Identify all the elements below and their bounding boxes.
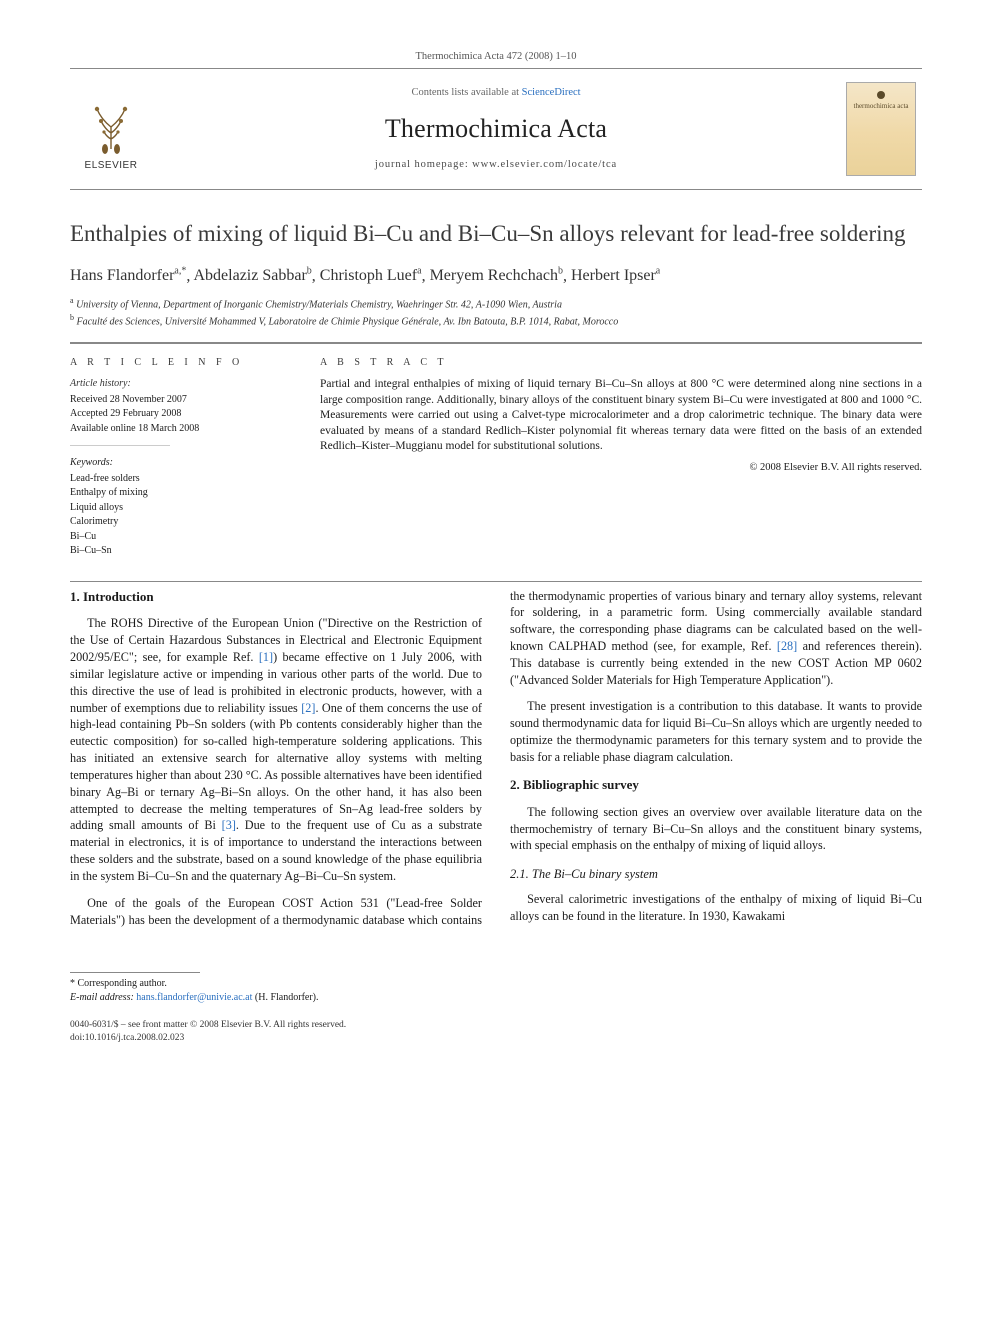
ref-link[interactable]: [28] <box>777 639 797 653</box>
elsevier-tree-icon <box>83 99 139 155</box>
keyword: Lead-free solders <box>70 472 290 486</box>
subrule <box>70 445 170 446</box>
email-suffix: (H. Flandorfer). <box>252 992 318 1003</box>
thumb-dot-icon <box>877 91 885 99</box>
author: Hans Flandorfera,* <box>70 267 186 284</box>
ref-link[interactable]: [2] <box>301 701 315 715</box>
received-date: Received 28 November 2007 <box>70 393 290 407</box>
article-history-label: Article history: <box>70 377 290 391</box>
keyword: Calorimetry <box>70 515 290 529</box>
paragraph: Several calorimetric investigations of t… <box>510 891 922 925</box>
section-heading-2: 2. Bibliographic survey <box>510 776 922 794</box>
journal-name: Thermochimica Acta <box>146 111 846 146</box>
strip-center: Contents lists available at ScienceDirec… <box>146 86 846 171</box>
email-label: E-mail address: <box>70 992 136 1003</box>
paragraph: The following section gives an overview … <box>510 804 922 854</box>
keyword: Bi–Cu–Sn <box>70 544 290 558</box>
authors-line: Hans Flandorfera,*, Abdelaziz Sabbarb, C… <box>70 265 922 287</box>
elsevier-logo: ELSEVIER <box>76 86 146 172</box>
section-heading-1: 1. Introduction <box>70 588 482 606</box>
email-line: E-mail address: hans.flandorfer@univie.a… <box>70 991 922 1005</box>
paragraph: The ROHS Directive of the European Union… <box>70 615 482 884</box>
abstract-column: A B S T R A C T Partial and integral ent… <box>320 356 922 559</box>
front-matter-line: 0040-6031/$ – see front matter © 2008 El… <box>70 1019 922 1032</box>
journal-strip: ELSEVIER Contents lists available at Sci… <box>70 68 922 190</box>
subsection-heading-2-1: 2.1. The Bi–Cu binary system <box>510 866 922 883</box>
contents-prefix: Contents lists available at <box>411 87 521 98</box>
running-head: Thermochimica Acta 472 (2008) 1–10 <box>70 50 922 64</box>
article-info-heading: A R T I C L E I N F O <box>70 356 290 370</box>
sciencedirect-link[interactable]: ScienceDirect <box>522 87 581 98</box>
journal-homepage-line: journal homepage: www.elsevier.com/locat… <box>146 158 846 172</box>
keyword: Enthalpy of mixing <box>70 486 290 500</box>
ref-link[interactable]: [3] <box>222 818 236 832</box>
author: Herbert Ipsera <box>571 267 660 284</box>
elsevier-label: ELSEVIER <box>85 159 138 173</box>
homepage-prefix: journal homepage: <box>375 159 472 170</box>
footnotes: * Corresponding author. E-mail address: … <box>70 977 922 1005</box>
abstract-text: Partial and integral enthalpies of mixin… <box>320 377 922 455</box>
article-title: Enthalpies of mixing of liquid Bi–Cu and… <box>70 220 922 249</box>
author: Meryem Rechchachb <box>430 267 563 284</box>
article-info-column: A R T I C L E I N F O Article history: R… <box>70 356 290 559</box>
ref-link[interactable]: [1] <box>259 650 273 664</box>
paragraph: The present investigation is a contribut… <box>510 698 922 765</box>
thumb-title: thermochimica acta <box>854 103 909 111</box>
article-info-abstract-box: A R T I C L E I N F O Article history: R… <box>70 343 922 559</box>
keyword: Liquid alloys <box>70 501 290 515</box>
homepage-url[interactable]: www.elsevier.com/locate/tca <box>472 159 617 170</box>
email-link[interactable]: hans.flandorfer@univie.ac.at <box>136 992 252 1003</box>
author: Abdelaziz Sabbarb <box>194 267 312 284</box>
contents-lists-line: Contents lists available at ScienceDirec… <box>146 86 846 100</box>
corresponding-author-note: * Corresponding author. <box>70 977 922 991</box>
abstract-heading: A B S T R A C T <box>320 356 922 370</box>
article-body: 1. Introduction The ROHS Directive of th… <box>70 588 922 932</box>
abstract-copyright: © 2008 Elsevier B.V. All rights reserved… <box>320 461 922 475</box>
affiliation-a: a University of Vienna, Department of In… <box>70 295 922 312</box>
page-footer: 0040-6031/$ – see front matter © 2008 El… <box>70 1019 922 1045</box>
accepted-date: Accepted 29 February 2008 <box>70 407 290 421</box>
keywords-label: Keywords: <box>70 456 290 470</box>
journal-cover-thumbnail: thermochimica acta <box>846 82 916 176</box>
keyword: Bi–Cu <box>70 530 290 544</box>
footnote-separator <box>70 972 200 973</box>
author: Christoph Luefa <box>320 267 422 284</box>
rule <box>70 581 922 582</box>
affiliation-b: b Faculté des Sciences, Université Moham… <box>70 312 922 329</box>
online-date: Available online 18 March 2008 <box>70 422 290 436</box>
doi-line: doi:10.1016/j.tca.2008.02.023 <box>70 1032 922 1045</box>
affiliations: a University of Vienna, Department of In… <box>70 295 922 330</box>
